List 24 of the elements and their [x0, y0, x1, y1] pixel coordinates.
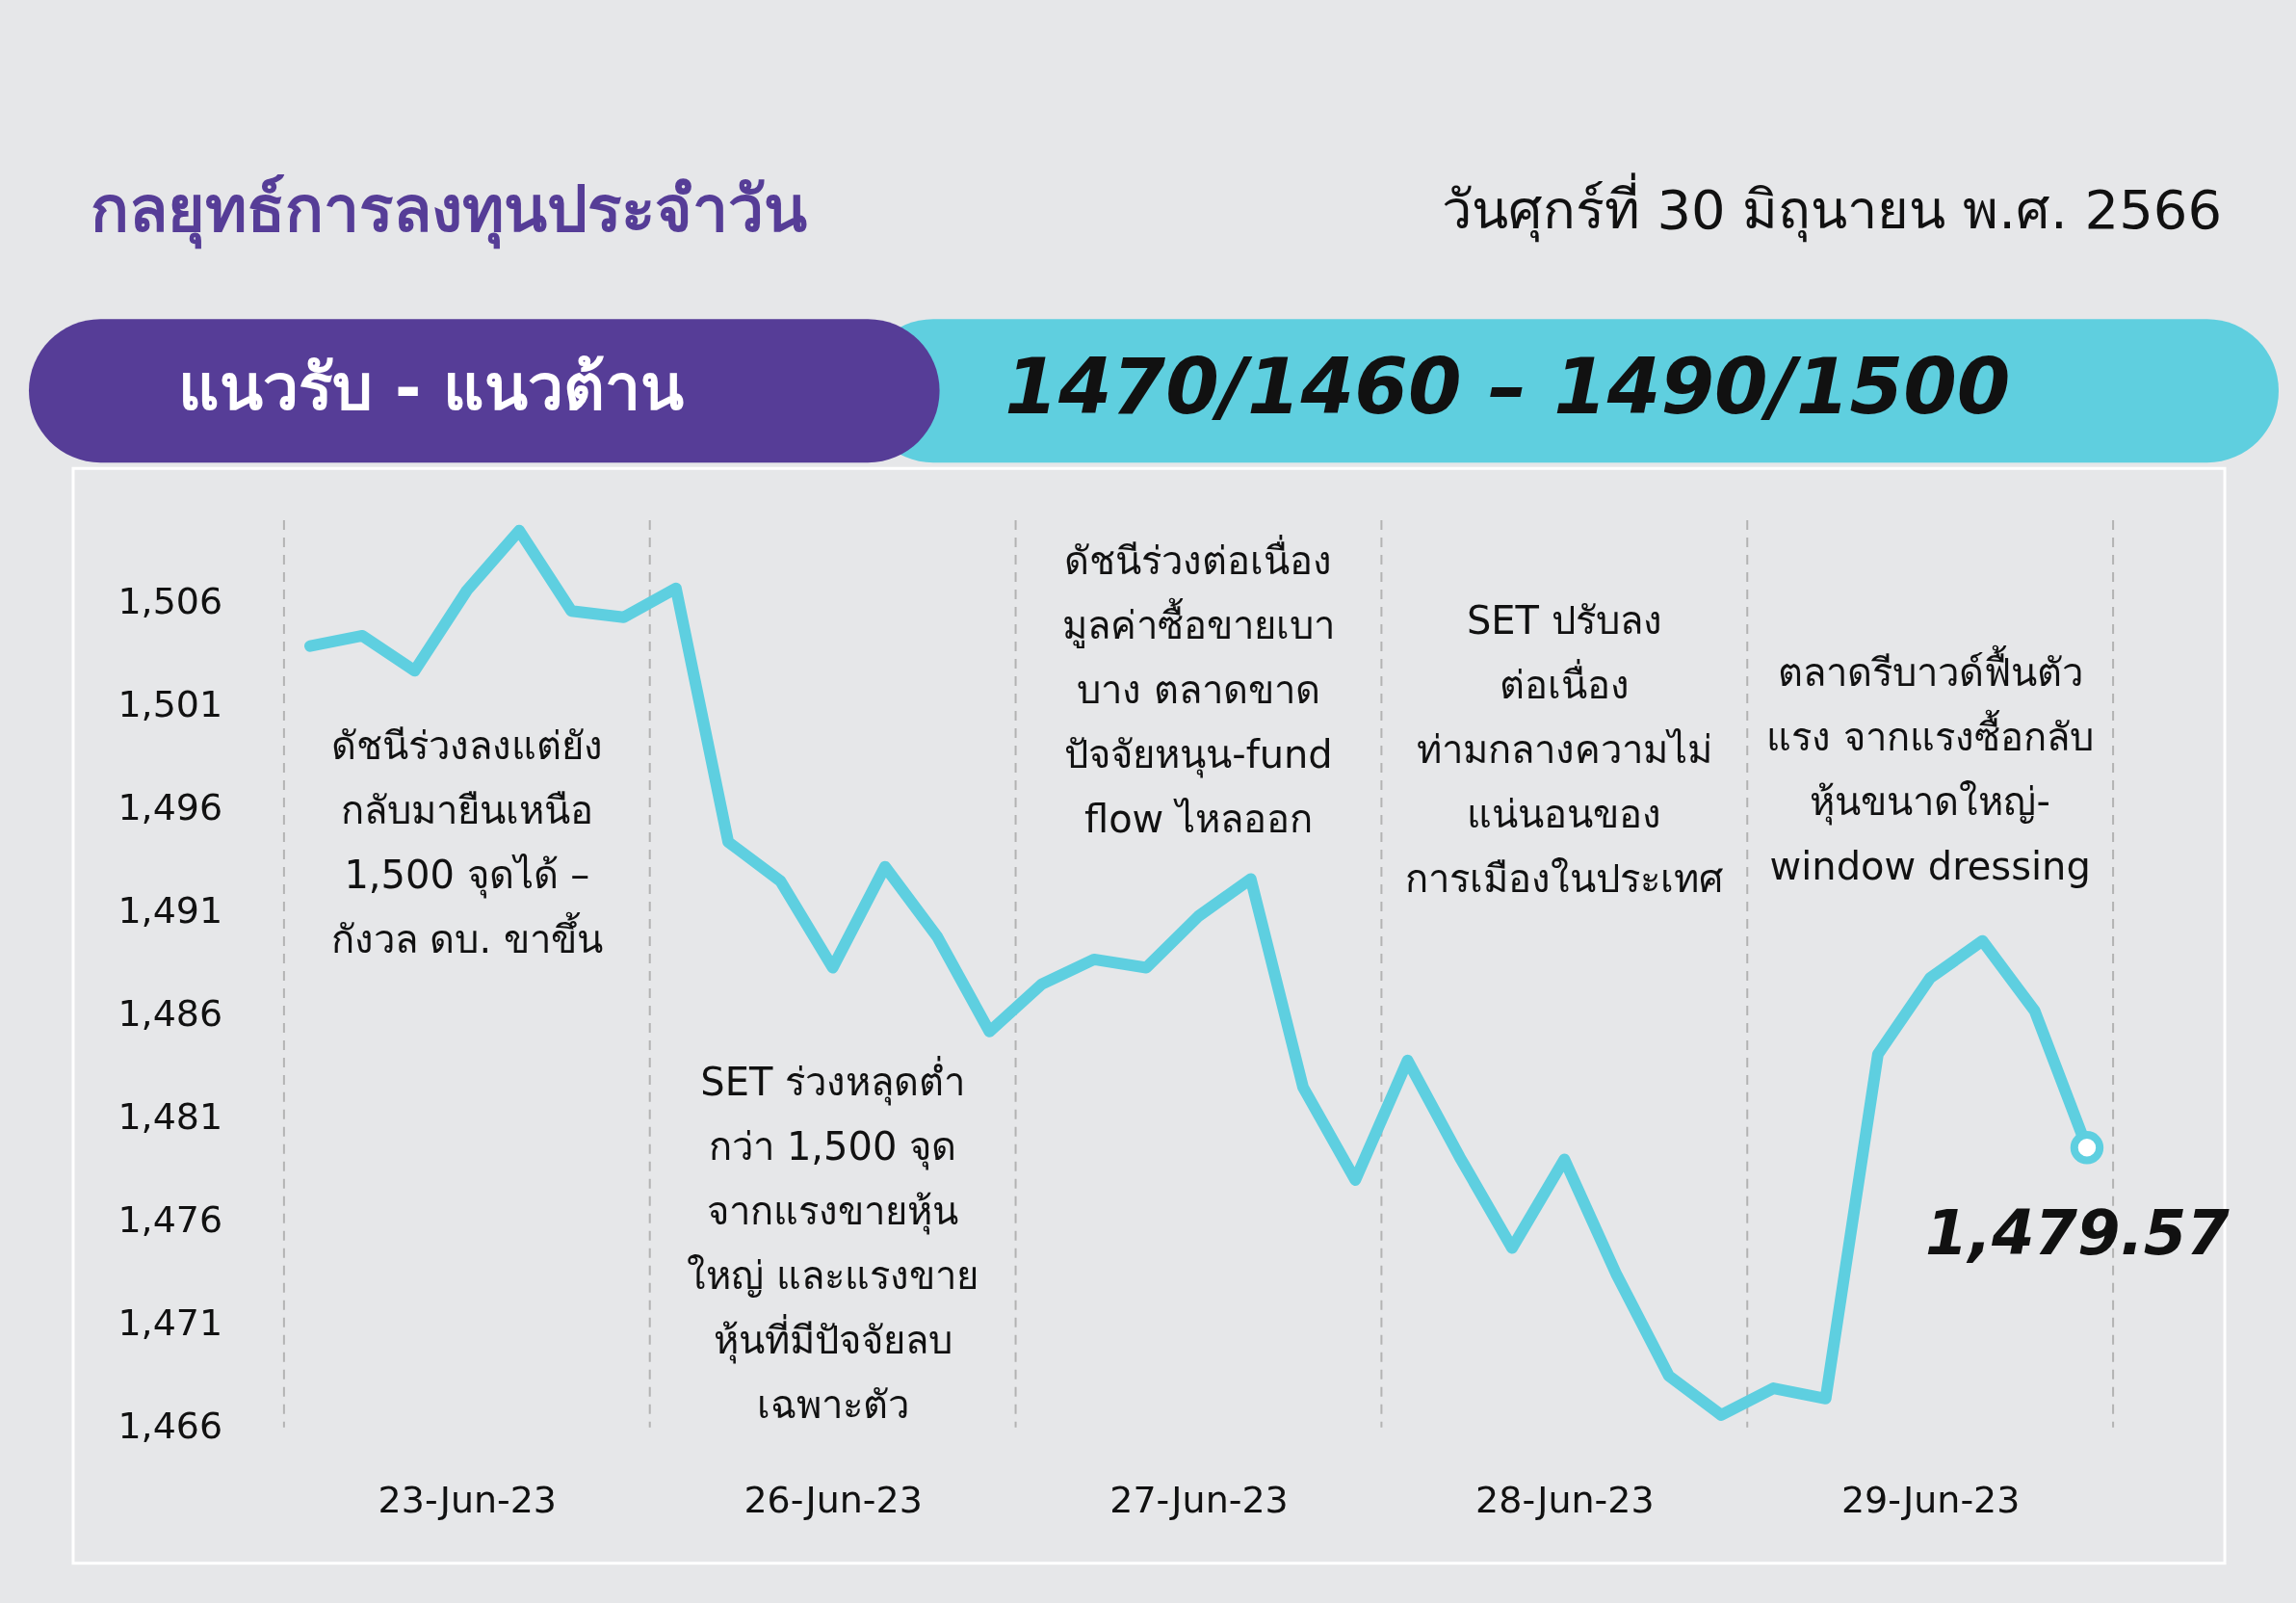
y-tick-label: 1,476 — [117, 1198, 223, 1242]
y-tick-label: 1,486 — [117, 992, 223, 1036]
chart-title: กลยุทธ์การลงทุนประจำวัน — [90, 172, 807, 250]
x-tick-label: 23-Jun-23 — [378, 1479, 558, 1522]
annotation: ดัชนีร่วงลงแต่ยัง กลับมายืนเหนือ 1,500 จุดได้ – กังวล ดบ. ขาขึ้น — [330, 723, 603, 961]
text: แนวรับ - แนวต้าน — [178, 351, 685, 426]
y-tick-label: 1,471 — [117, 1301, 223, 1345]
annotation: ดัชนีร่วงต่อเนื่อง มูลค่าซื้อขายเบา บาง ตลาดขาด ปัจจัยหนุน-fund flow ไหลออก — [1061, 535, 1335, 841]
data-label: 1,479.57 — [1925, 1197, 2231, 1270]
y-tick-label: 1,496 — [117, 786, 223, 829]
y-tick-label: 1,506 — [117, 580, 223, 623]
y-tick-label: 1,466 — [117, 1405, 223, 1448]
annotation: SET ร่วงหลุดต่ำ กว่า 1,500 จุด จากแรงขายหุ้น ใหญ่ และแรงขาย หุ้นที่มีปัจจัยลบ เฉพาะตัว — [687, 1055, 978, 1427]
x-tick-label: 29-Jun-23 — [1840, 1479, 2021, 1522]
x-tick-label: 27-Jun-23 — [1109, 1479, 1289, 1522]
x-tick-label: 28-Jun-23 — [1475, 1479, 1655, 1522]
annotation: SET ปรับลง ต่อเนื่อง ท่ามกลางความไม่ แน่นอนของ การเมืองในประเทศ — [1405, 598, 1724, 901]
annotation: ตลาดรีบาวด์ฟื้นตัว แรง จากแรงซื้อกลับ หุ้นขนาดใหญ่- window dressing — [1766, 644, 2095, 888]
y-tick-label: 1,501 — [117, 683, 223, 726]
x-tick-label: 26-Jun-23 — [744, 1479, 923, 1522]
text: 1470/1460 – 1490/1500 — [1004, 342, 2011, 433]
y-tick-label: 1,481 — [117, 1095, 223, 1139]
y-tick-label: 1,491 — [117, 889, 223, 933]
chart-subtitle: วันศุกร์ที่ 30 มิถุนายน พ.ศ. 2566 — [1441, 172, 2223, 244]
